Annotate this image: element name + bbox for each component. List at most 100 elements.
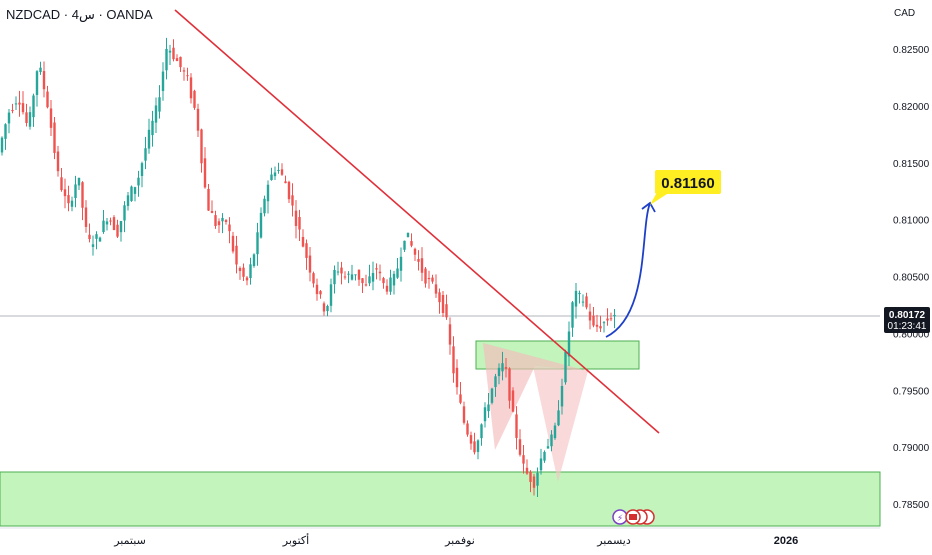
candle-body (273, 172, 277, 177)
candle-body (606, 318, 609, 321)
candle-body (473, 441, 476, 453)
candle-body (560, 385, 564, 407)
candle-body (564, 351, 567, 383)
candle-body (221, 217, 224, 222)
current-price-badge: 0.80172 01:23:41 (884, 307, 930, 333)
candle-body (438, 292, 441, 303)
time-tick-label: نوفمبر (444, 535, 475, 547)
candle-body (231, 235, 235, 252)
candle-body (21, 103, 25, 113)
projection-arrow[interactable] (605, 202, 651, 338)
candle-body (242, 267, 245, 277)
candle-body (417, 258, 420, 262)
price-tick-label: 0.79000 (893, 443, 930, 454)
candle-body (88, 234, 91, 240)
price-axis[interactable]: 0.82500 0.82000 0.81500 0.81000 0.80500 0.800… (893, 45, 930, 511)
candle-body (322, 303, 326, 312)
candle-body (287, 181, 291, 200)
candle-body (133, 187, 137, 194)
candle-body (102, 220, 105, 233)
support-zone[interactable] (0, 471, 881, 527)
candle-body (49, 108, 53, 128)
candle-body (326, 305, 329, 312)
candle-body (476, 440, 480, 452)
candle-body (557, 410, 560, 426)
candle-body (578, 292, 581, 295)
candle-body (175, 58, 179, 61)
candle-body (392, 273, 396, 286)
candle-body (319, 291, 322, 295)
candle-body (91, 244, 95, 247)
price-tick-label: 0.82500 (893, 45, 930, 56)
candle-body (210, 211, 214, 213)
candle-body (7, 112, 11, 124)
candle-body (462, 406, 466, 423)
candle-body (95, 234, 98, 239)
candle-body (112, 217, 116, 231)
candle-body (280, 169, 284, 175)
candle-body (511, 390, 515, 412)
candle-body (455, 367, 459, 388)
candle-body (375, 268, 378, 270)
target-label-badge[interactable]: 0.81160 (650, 170, 721, 205)
candle-body (445, 304, 448, 318)
candle-body (427, 277, 431, 280)
candle-body (308, 255, 312, 273)
candle-body (144, 148, 147, 161)
candle-body (434, 284, 438, 294)
candle-body (609, 318, 613, 320)
candle-body (200, 129, 203, 164)
candle-body (581, 301, 585, 303)
candle-body (312, 273, 315, 284)
candle-body (466, 423, 469, 435)
candle-body (126, 195, 130, 206)
candle-body (256, 232, 259, 255)
candle-body (483, 407, 487, 422)
time-axis[interactable]: سبتمبر أكتوبر نوفمبر ديسمبر 2026 (113, 533, 798, 547)
candle-body (459, 394, 462, 403)
time-tick-label: أكتوبر (282, 533, 309, 547)
candle-body (130, 186, 133, 201)
candle-body (385, 285, 389, 292)
candle-body (361, 278, 364, 284)
candle-body (259, 212, 263, 238)
candle-body (252, 254, 256, 267)
price-tick-label: 0.81500 (893, 159, 930, 170)
candle-body (46, 91, 49, 108)
candle-body (571, 302, 574, 328)
candle-body (28, 112, 32, 127)
candle-body (441, 295, 445, 314)
candle-body (25, 112, 28, 124)
candle-body (235, 245, 238, 265)
candle-body (543, 451, 546, 461)
candle-body (189, 77, 193, 99)
pattern-right-shape[interactable] (533, 366, 588, 482)
candle-body (553, 425, 557, 439)
candle-body (396, 268, 399, 278)
candle-body (186, 75, 189, 77)
candle-body (161, 71, 165, 91)
candle-body (536, 472, 539, 486)
price-tick-label: 0.78500 (893, 500, 930, 511)
candle-body (294, 210, 298, 226)
price-tick-label: 0.80500 (893, 273, 930, 284)
time-tick-label: 2026 (774, 535, 798, 547)
candle-body (137, 177, 140, 186)
candle-body (613, 314, 616, 317)
candle-body (119, 221, 123, 233)
trendline[interactable] (174, 9, 660, 434)
candle-body (599, 326, 602, 329)
candle-body (67, 195, 70, 204)
candle-body (182, 70, 186, 72)
candle-body (151, 120, 154, 136)
candle-body (431, 277, 434, 282)
candle-body (333, 269, 336, 285)
candle-body (228, 224, 231, 232)
candle-body (245, 277, 249, 281)
candle-body (525, 467, 529, 474)
event-icons[interactable]: ⚡ (612, 509, 655, 525)
candle-body (60, 177, 63, 191)
candle-body (109, 220, 112, 222)
